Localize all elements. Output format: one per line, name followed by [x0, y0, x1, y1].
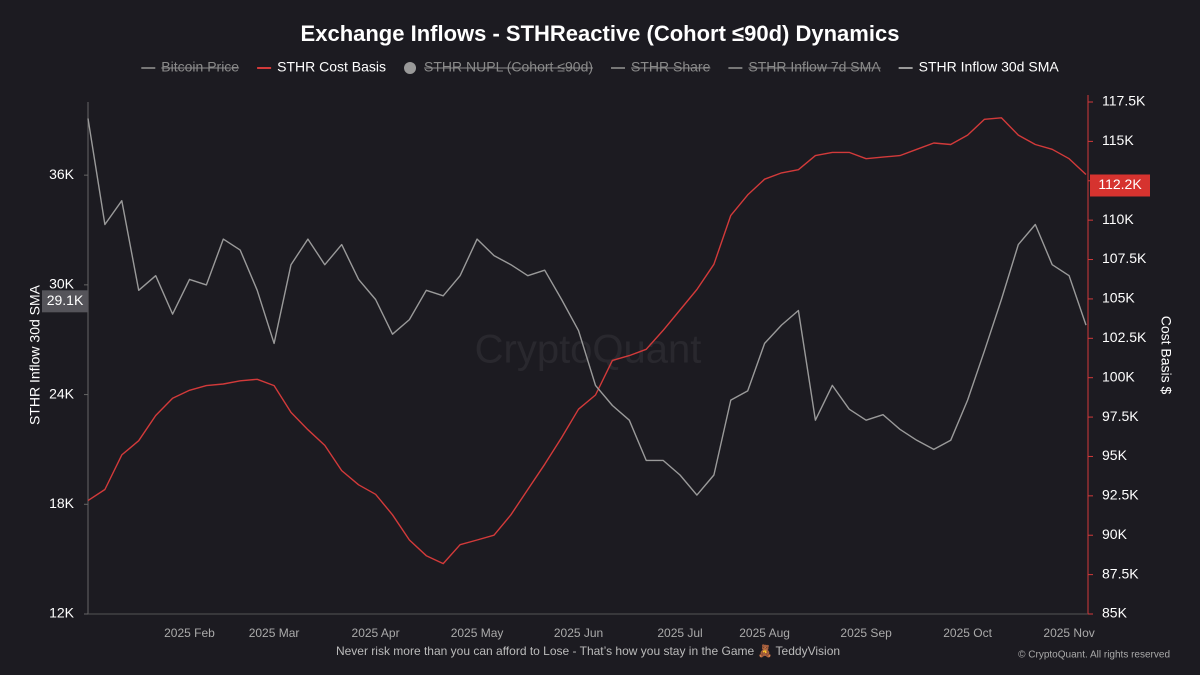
y2-tick-label: 102.5K — [1102, 329, 1147, 345]
y-tick-label: 24K — [49, 385, 75, 401]
y2-tick-label: 115K — [1102, 132, 1134, 148]
y2-tick-label: 87.5K — [1102, 565, 1139, 581]
legend-item: Bitcoin Price — [141, 59, 239, 75]
legend-label: STHR NUPL (Cohort ≤90d) — [424, 59, 593, 75]
legend: Bitcoin Price STHR Cost Basis STHR NUPL (C… — [141, 59, 1059, 75]
x-tick-label: 2025 Jun — [554, 626, 603, 640]
y2-tick-label: 92.5K — [1102, 487, 1139, 503]
y2-tick-label: 97.5K — [1102, 408, 1139, 424]
y-tick-label: 36K — [49, 166, 75, 182]
legend-marker — [404, 62, 417, 74]
legend-label: STHR Inflow 7d SMA — [748, 59, 881, 75]
legend-label: Bitcoin Price — [161, 59, 239, 75]
legend-label: STHR Inflow 30d SMA — [919, 59, 1060, 75]
legend-item: STHR Inflow 30d SMA — [898, 59, 1060, 75]
x-tick-label: 2025 Feb — [164, 626, 215, 640]
x-tick-label: 2025 Aug — [739, 626, 790, 640]
y-tick-label: 12K — [49, 605, 75, 621]
y2-tick-label: 107.5K — [1102, 250, 1147, 266]
last-value-label: 29.1K — [47, 292, 84, 308]
x-tick-label: 2025 Oct — [943, 626, 992, 640]
copyright: © CryptoQuant. All rights reserved — [1018, 650, 1170, 661]
y2-tick-label: 100K — [1102, 368, 1135, 384]
y-tick-label: 30K — [49, 276, 75, 292]
x-tick-label: 2025 Jul — [657, 626, 702, 640]
last-value-box — [42, 290, 88, 313]
y2-axis-label: Cost Basis $ — [1158, 316, 1174, 395]
y-axis-label: STHR Inflow 30d SMA — [27, 284, 43, 425]
x-tick-label: 2025 Nov — [1043, 626, 1094, 640]
series-line — [87, 118, 1087, 496]
legend-item: STHR NUPL (Cohort ≤90d) — [404, 59, 594, 75]
y2-tick-label: 117.5K — [1102, 93, 1146, 109]
x-tick-label: 2025 Apr — [352, 626, 400, 640]
legend-item: STHR Share — [611, 59, 711, 75]
y2-tick-label: 90K — [1102, 526, 1128, 542]
y-tick-label: 18K — [49, 495, 75, 511]
y2-tick-label: 110K — [1102, 211, 1134, 227]
last-value-label: 112.2K — [1098, 176, 1142, 192]
legend-label: STHR Cost Basis — [277, 59, 386, 75]
footer: Never risk more than you can afford to L… — [336, 644, 840, 658]
x-tick-label: 2025 Mar — [249, 626, 300, 640]
last-value-box — [1090, 174, 1150, 197]
legend-label: STHR Share — [631, 59, 711, 75]
x-tick-label: 2025 Sep — [840, 626, 892, 640]
series-line — [87, 117, 1087, 565]
x-tick-label: 2025 May — [451, 626, 504, 640]
legend-item: STHR Cost Basis — [257, 59, 386, 75]
y2-tick-label: 85K — [1102, 605, 1128, 621]
chart-title: Exchange Inflows - STHReactive (Cohort ≤… — [301, 21, 900, 46]
watermark: CryptoQuant — [475, 328, 702, 372]
y2-tick-label: 105K — [1102, 290, 1135, 306]
y2-tick-label: 95K — [1102, 447, 1128, 463]
legend-item: STHR Inflow 7d SMA — [728, 59, 881, 75]
